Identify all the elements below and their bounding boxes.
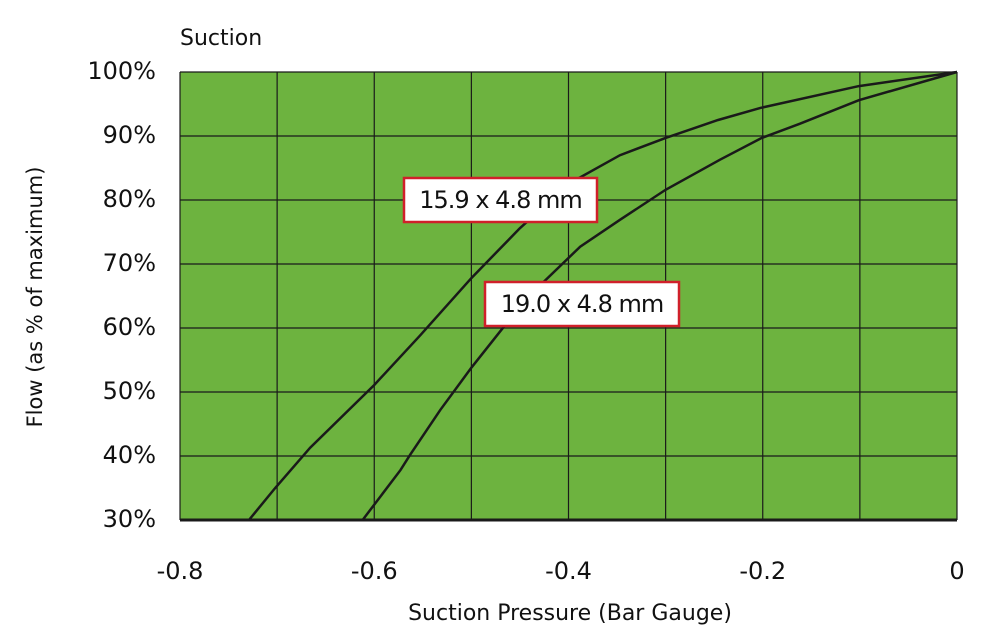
y-tick-label: 30% — [103, 505, 156, 533]
y-tick-label: 50% — [103, 377, 156, 405]
y-tick-label: 40% — [103, 441, 156, 469]
y-tick-label: 90% — [103, 121, 156, 149]
x-tick-label: 0 — [949, 557, 964, 585]
x-axis-label: Suction Pressure (Bar Gauge) — [408, 601, 732, 625]
x-tick-label: -0.8 — [157, 557, 204, 585]
series-label: 19.0 x 4.8 mm — [501, 290, 663, 318]
series-label-box — [402, 176, 599, 224]
series-label-box — [483, 280, 681, 328]
series-line — [361, 70, 958, 521]
y-axis-label: Flow (as % of maximum) — [23, 167, 47, 428]
series-label: 15.9 x 4.8 mm — [419, 186, 581, 214]
y-tick-label: 80% — [103, 185, 156, 213]
chart-title: Suction — [180, 26, 262, 51]
y-tick-label: 100% — [87, 57, 156, 85]
x-tick-label: -0.2 — [739, 557, 786, 585]
x-tick-label: -0.6 — [351, 557, 398, 585]
x-tick-label: -0.4 — [545, 557, 592, 585]
y-tick-label: 70% — [103, 249, 156, 277]
y-tick-label: 60% — [103, 313, 156, 341]
